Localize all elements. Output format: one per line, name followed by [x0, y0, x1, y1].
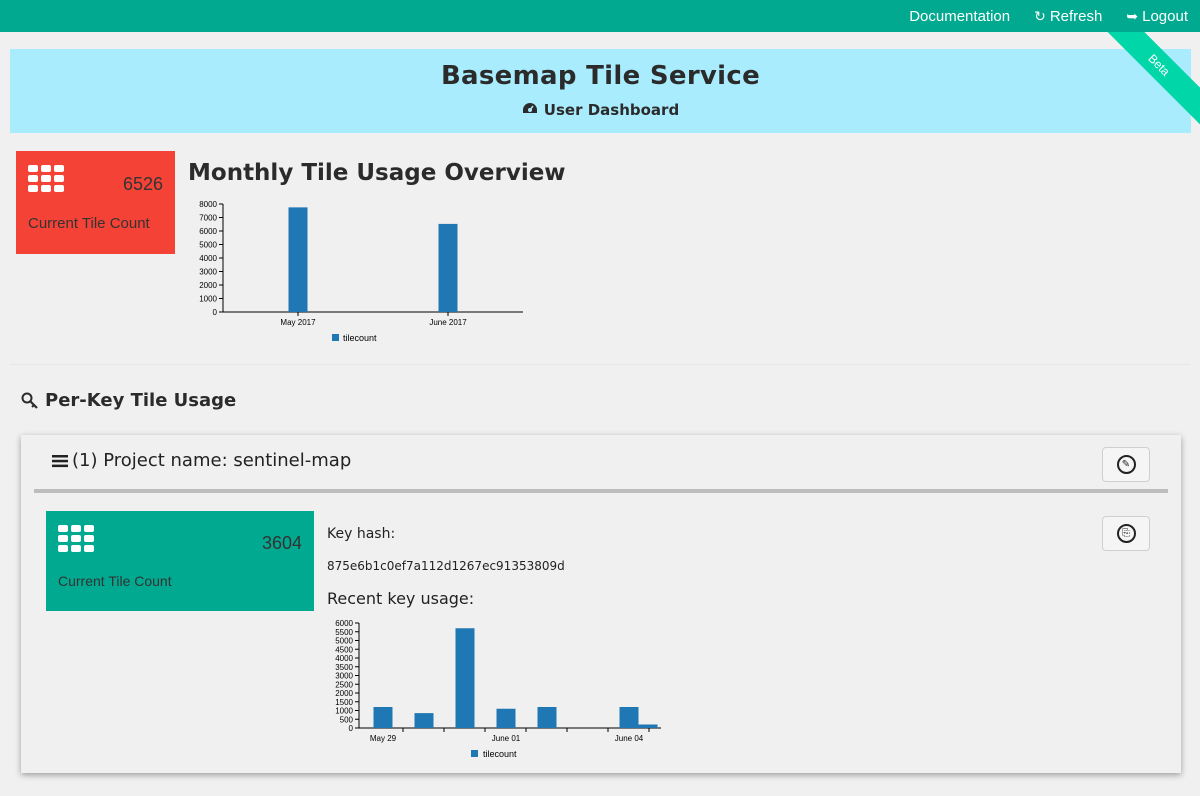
dashboard-icon [522, 101, 538, 119]
x-tick-label: June 04 [615, 734, 644, 743]
bar [537, 707, 557, 728]
logout-link[interactable]: ➥ Logout [1114, 8, 1200, 25]
y-tick-label: 1000 [335, 707, 353, 716]
legend-swatch [471, 750, 478, 757]
refresh-icon: ↻ [1034, 7, 1046, 24]
key-hash-label: Key hash: [327, 526, 396, 542]
y-tick-label: 3000 [199, 268, 217, 277]
refresh-link[interactable]: ↻ Refresh [1022, 8, 1114, 25]
project-title: (1) Project name: sentinel-map [72, 450, 352, 471]
y-tick-label: 1000 [199, 295, 217, 304]
logout-icon: ➥ [1126, 7, 1139, 24]
x-tick-label: May 29 [370, 734, 397, 743]
key-tile-count-label: Current Tile Count [58, 573, 172, 589]
edit-project-button[interactable]: ✎ [1102, 447, 1150, 482]
x-tick-label: June 2017 [429, 318, 467, 327]
bar [496, 708, 516, 728]
key-hash-value: 875e6b1c0ef7a112d1267ec91353809d [327, 559, 565, 573]
y-tick-label: 3000 [335, 672, 353, 681]
hero-banner: Basemap Tile Service User Dashboard [10, 49, 1191, 133]
key-tile-count-card: 3604 Current Tile Count [46, 511, 314, 611]
bar [455, 628, 475, 728]
menu-icon [52, 454, 68, 473]
refresh-link-label: Refresh [1049, 7, 1103, 25]
bar [638, 724, 658, 728]
x-tick-label: June 01 [492, 734, 521, 743]
y-tick-label: 0 [349, 724, 354, 733]
y-tick-label: 4000 [335, 654, 353, 663]
key-icon [21, 392, 39, 415]
page-subtitle-label: User Dashboard [543, 101, 680, 119]
overview-tile-count-label: Current Tile Count [28, 215, 150, 232]
y-tick-label: 2000 [335, 689, 353, 698]
logout-link-label: Logout [1142, 7, 1188, 25]
legend-swatch [332, 334, 339, 341]
y-tick-label: 4500 [335, 645, 353, 654]
copy-key-button[interactable]: ⎘ [1102, 516, 1150, 551]
y-tick-label: 4000 [199, 254, 217, 263]
page-subtitle: User Dashboard [10, 101, 1191, 119]
top-nav-links: Documentation ↻ Refresh ➥ Logout [897, 0, 1200, 32]
grid-icon [28, 165, 64, 192]
y-tick-label: 6000 [335, 619, 353, 628]
documentation-link[interactable]: Documentation [897, 8, 1022, 25]
beta-ribbon: Beta [1102, 32, 1200, 130]
project-panel: (1) Project name: sentinel-map ✎ ⎘ [21, 435, 1181, 773]
bar [373, 707, 393, 728]
monthly-usage-chart: 0 1000 2000 3000 4000 5000 6000 7000 8000 May 201… [199, 200, 523, 343]
beta-ribbon-label: Beta [1102, 32, 1200, 128]
legend-label: tilecount [483, 749, 517, 759]
bar [288, 207, 308, 312]
key-tile-count: 3604 [261, 533, 302, 553]
bar [438, 223, 458, 312]
overview-tile-count-card: 6526 Current Tile Count [16, 151, 175, 254]
recent-usage-label: Recent key usage: [327, 589, 475, 608]
y-tick-label: 2500 [335, 680, 353, 689]
y-tick-label: 5000 [199, 241, 217, 250]
y-tick-label: 8000 [199, 200, 217, 209]
recent-key-usage-chart: 0500100015002000250030003500400045005000… [335, 619, 661, 759]
y-tick-label: 3500 [335, 663, 353, 672]
y-tick-label: 2000 [199, 281, 217, 290]
section-divider [10, 364, 1190, 365]
per-key-heading: Per-Key Tile Usage [45, 390, 237, 411]
y-tick-label: 6000 [199, 227, 217, 236]
x-tick-label: May 2017 [280, 318, 316, 327]
panel-separator [34, 489, 1168, 493]
y-tick-label: 5500 [335, 628, 353, 637]
legend-label: tilecount [343, 333, 377, 343]
overview-tile-count: 6526 [122, 174, 163, 194]
bar [619, 707, 639, 728]
bar [414, 713, 434, 728]
y-tick-label: 500 [340, 715, 354, 724]
copy-icon: ⎘ [1116, 524, 1136, 543]
y-tick-label: 5000 [335, 637, 353, 646]
documentation-link-label: Documentation [909, 7, 1011, 25]
y-tick-label: 1500 [335, 698, 353, 707]
overview-heading: Monthly Tile Usage Overview [188, 160, 566, 186]
grid-icon [58, 525, 94, 552]
top-nav-bar: Documentation ↻ Refresh ➥ Logout [0, 0, 1200, 32]
y-tick-label: 7000 [199, 214, 217, 223]
page-title: Basemap Tile Service [440, 61, 761, 91]
edit-icon: ✎ [1116, 455, 1136, 474]
y-tick-label: 0 [213, 308, 218, 317]
